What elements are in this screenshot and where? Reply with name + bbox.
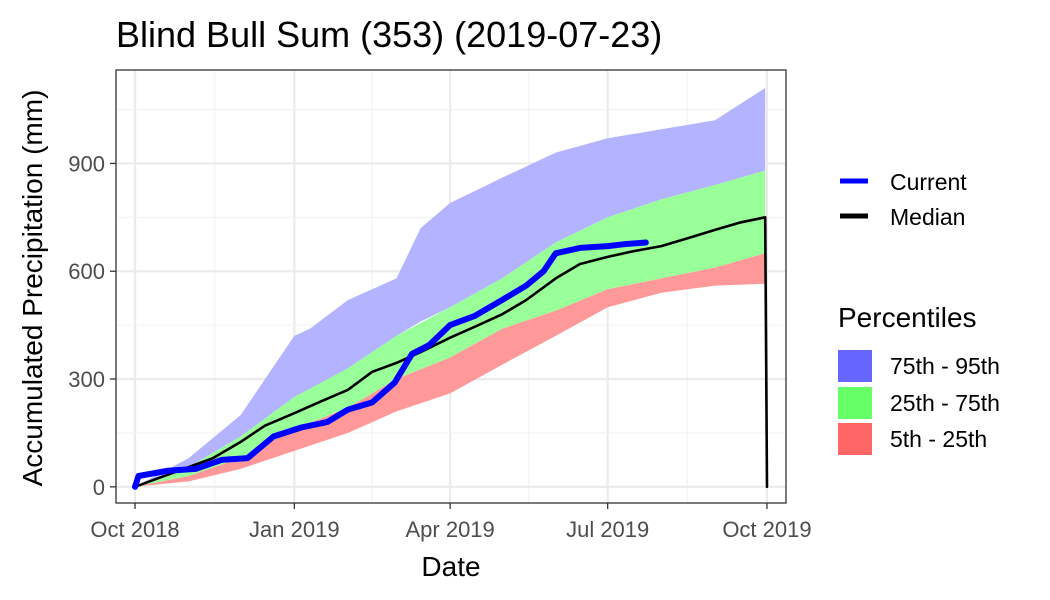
band-75th-95th bbox=[135, 88, 766, 487]
legend-band-75-95-label: 75th - 95th bbox=[890, 353, 1000, 379]
y-tick-label: 0 bbox=[93, 475, 105, 500]
legend: Current Median Percentiles 75th - 95th 2… bbox=[838, 169, 1000, 455]
band-5th-25th bbox=[135, 253, 766, 487]
series-median-line bbox=[133, 216, 769, 489]
legend-band-25-75-swatch bbox=[838, 387, 872, 419]
y-axis-title: Accumulated Precipitation (mm) bbox=[17, 90, 48, 487]
x-tick-label: Apr 2019 bbox=[405, 517, 494, 542]
chart-title: Blind Bull Sum (353) (2019-07-23) bbox=[116, 14, 662, 55]
legend-band-25-75-label: 25th - 75th bbox=[890, 390, 1000, 416]
legend-current-label: Current bbox=[890, 169, 967, 195]
legend-band-5-25-label: 5th - 25th bbox=[890, 426, 987, 452]
x-axis-title: Date bbox=[421, 551, 480, 582]
y-tick-label: 900 bbox=[68, 151, 105, 176]
y-tick-label: 600 bbox=[68, 259, 105, 284]
series-current-line bbox=[132, 239, 649, 490]
x-tick-label: Oct 2019 bbox=[722, 517, 811, 542]
plot-border bbox=[115, 69, 787, 504]
legend-band-5-25-swatch bbox=[838, 423, 872, 455]
x-axis-ticks: Oct 2018 Jan 2019 Apr 2019 Jul 2019 Oct 2019 bbox=[90, 503, 812, 542]
x-tick-label: Jul 2019 bbox=[566, 517, 649, 542]
legend-median-label: Median bbox=[890, 204, 965, 230]
y-tick-label: 300 bbox=[68, 367, 105, 392]
legend-band-75-95-swatch bbox=[838, 350, 872, 382]
y-axis-ticks: 0 300 600 900 bbox=[68, 151, 116, 500]
legend-bands-title: Percentiles bbox=[838, 302, 977, 333]
x-tick-label: Oct 2018 bbox=[90, 517, 179, 542]
x-tick-label: Jan 2019 bbox=[249, 517, 340, 542]
series-lines bbox=[132, 216, 769, 490]
